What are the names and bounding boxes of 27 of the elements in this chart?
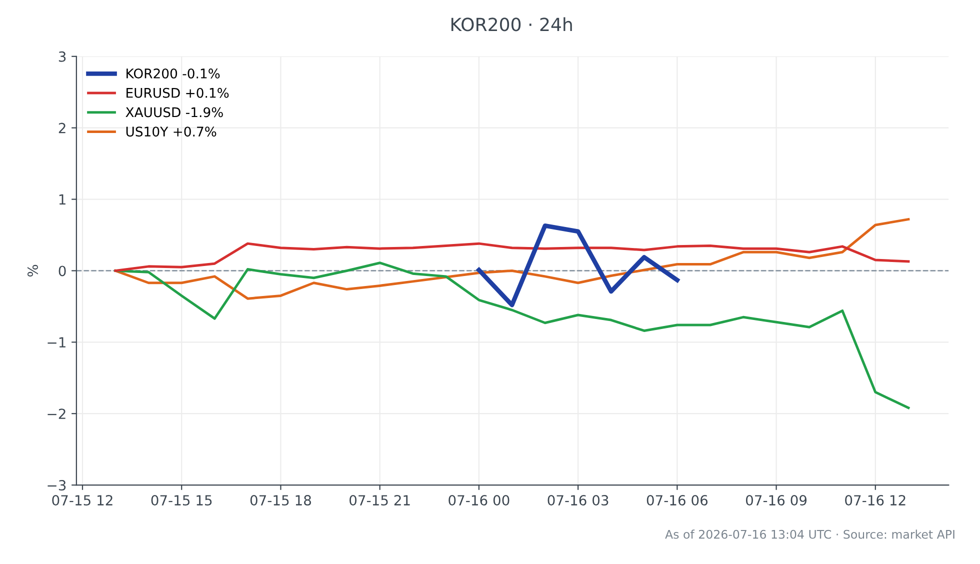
y-axis-title: %	[27, 264, 38, 277]
line-series	[114, 242, 910, 272]
x-tick-label: 07-16 03	[548, 495, 608, 506]
legend-label: XAUUSD -1.9%	[126, 107, 223, 118]
x-tick-label: 07-15 12	[52, 495, 112, 506]
y-tick-label: −1	[48, 337, 66, 348]
x-tick-label: 07-16 12	[845, 495, 906, 506]
text: As of 2026-07-16 13:04 UTC · Source: market API	[665, 530, 954, 539]
line-series	[114, 218, 910, 300]
x-tick-label: 07-16 00	[448, 495, 510, 506]
y-tick-label: 2	[58, 122, 66, 134]
chart-title: KOR200 · 24h	[451, 17, 572, 32]
x-tick-label: 07-15 15	[151, 495, 212, 506]
x-tick-label: 07-16 06	[646, 495, 708, 506]
y-tick-label: 1	[59, 194, 66, 205]
legend-label: KOR200 -0.1%	[126, 68, 220, 78]
x-tick-label: 07-16 09	[746, 495, 807, 506]
x-tick-label: 07-15 18	[250, 495, 311, 506]
y-tick-label: 3	[58, 51, 66, 62]
x-tick-label: 07-15 21	[350, 495, 410, 506]
y-tick-label: −3	[48, 480, 66, 491]
line-series	[114, 262, 910, 410]
legend-label: US10Y +0.7%	[126, 126, 216, 137]
y-tick-label: 0	[58, 266, 66, 276]
line-series	[476, 223, 680, 308]
legend-label: EURUSD +0.1%	[126, 88, 229, 98]
y-tick-label: −2	[48, 408, 66, 419]
